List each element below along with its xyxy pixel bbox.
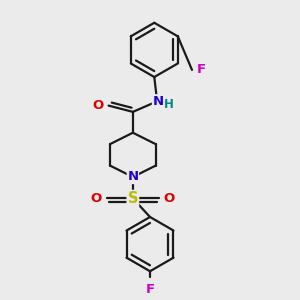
Text: F: F (146, 283, 154, 296)
Text: S: S (128, 191, 138, 206)
Text: F: F (197, 63, 206, 76)
Text: O: O (92, 99, 103, 112)
Text: O: O (91, 192, 102, 205)
Text: N: N (152, 95, 164, 108)
Text: H: H (164, 98, 174, 111)
Text: O: O (164, 192, 175, 205)
Text: N: N (127, 170, 138, 184)
